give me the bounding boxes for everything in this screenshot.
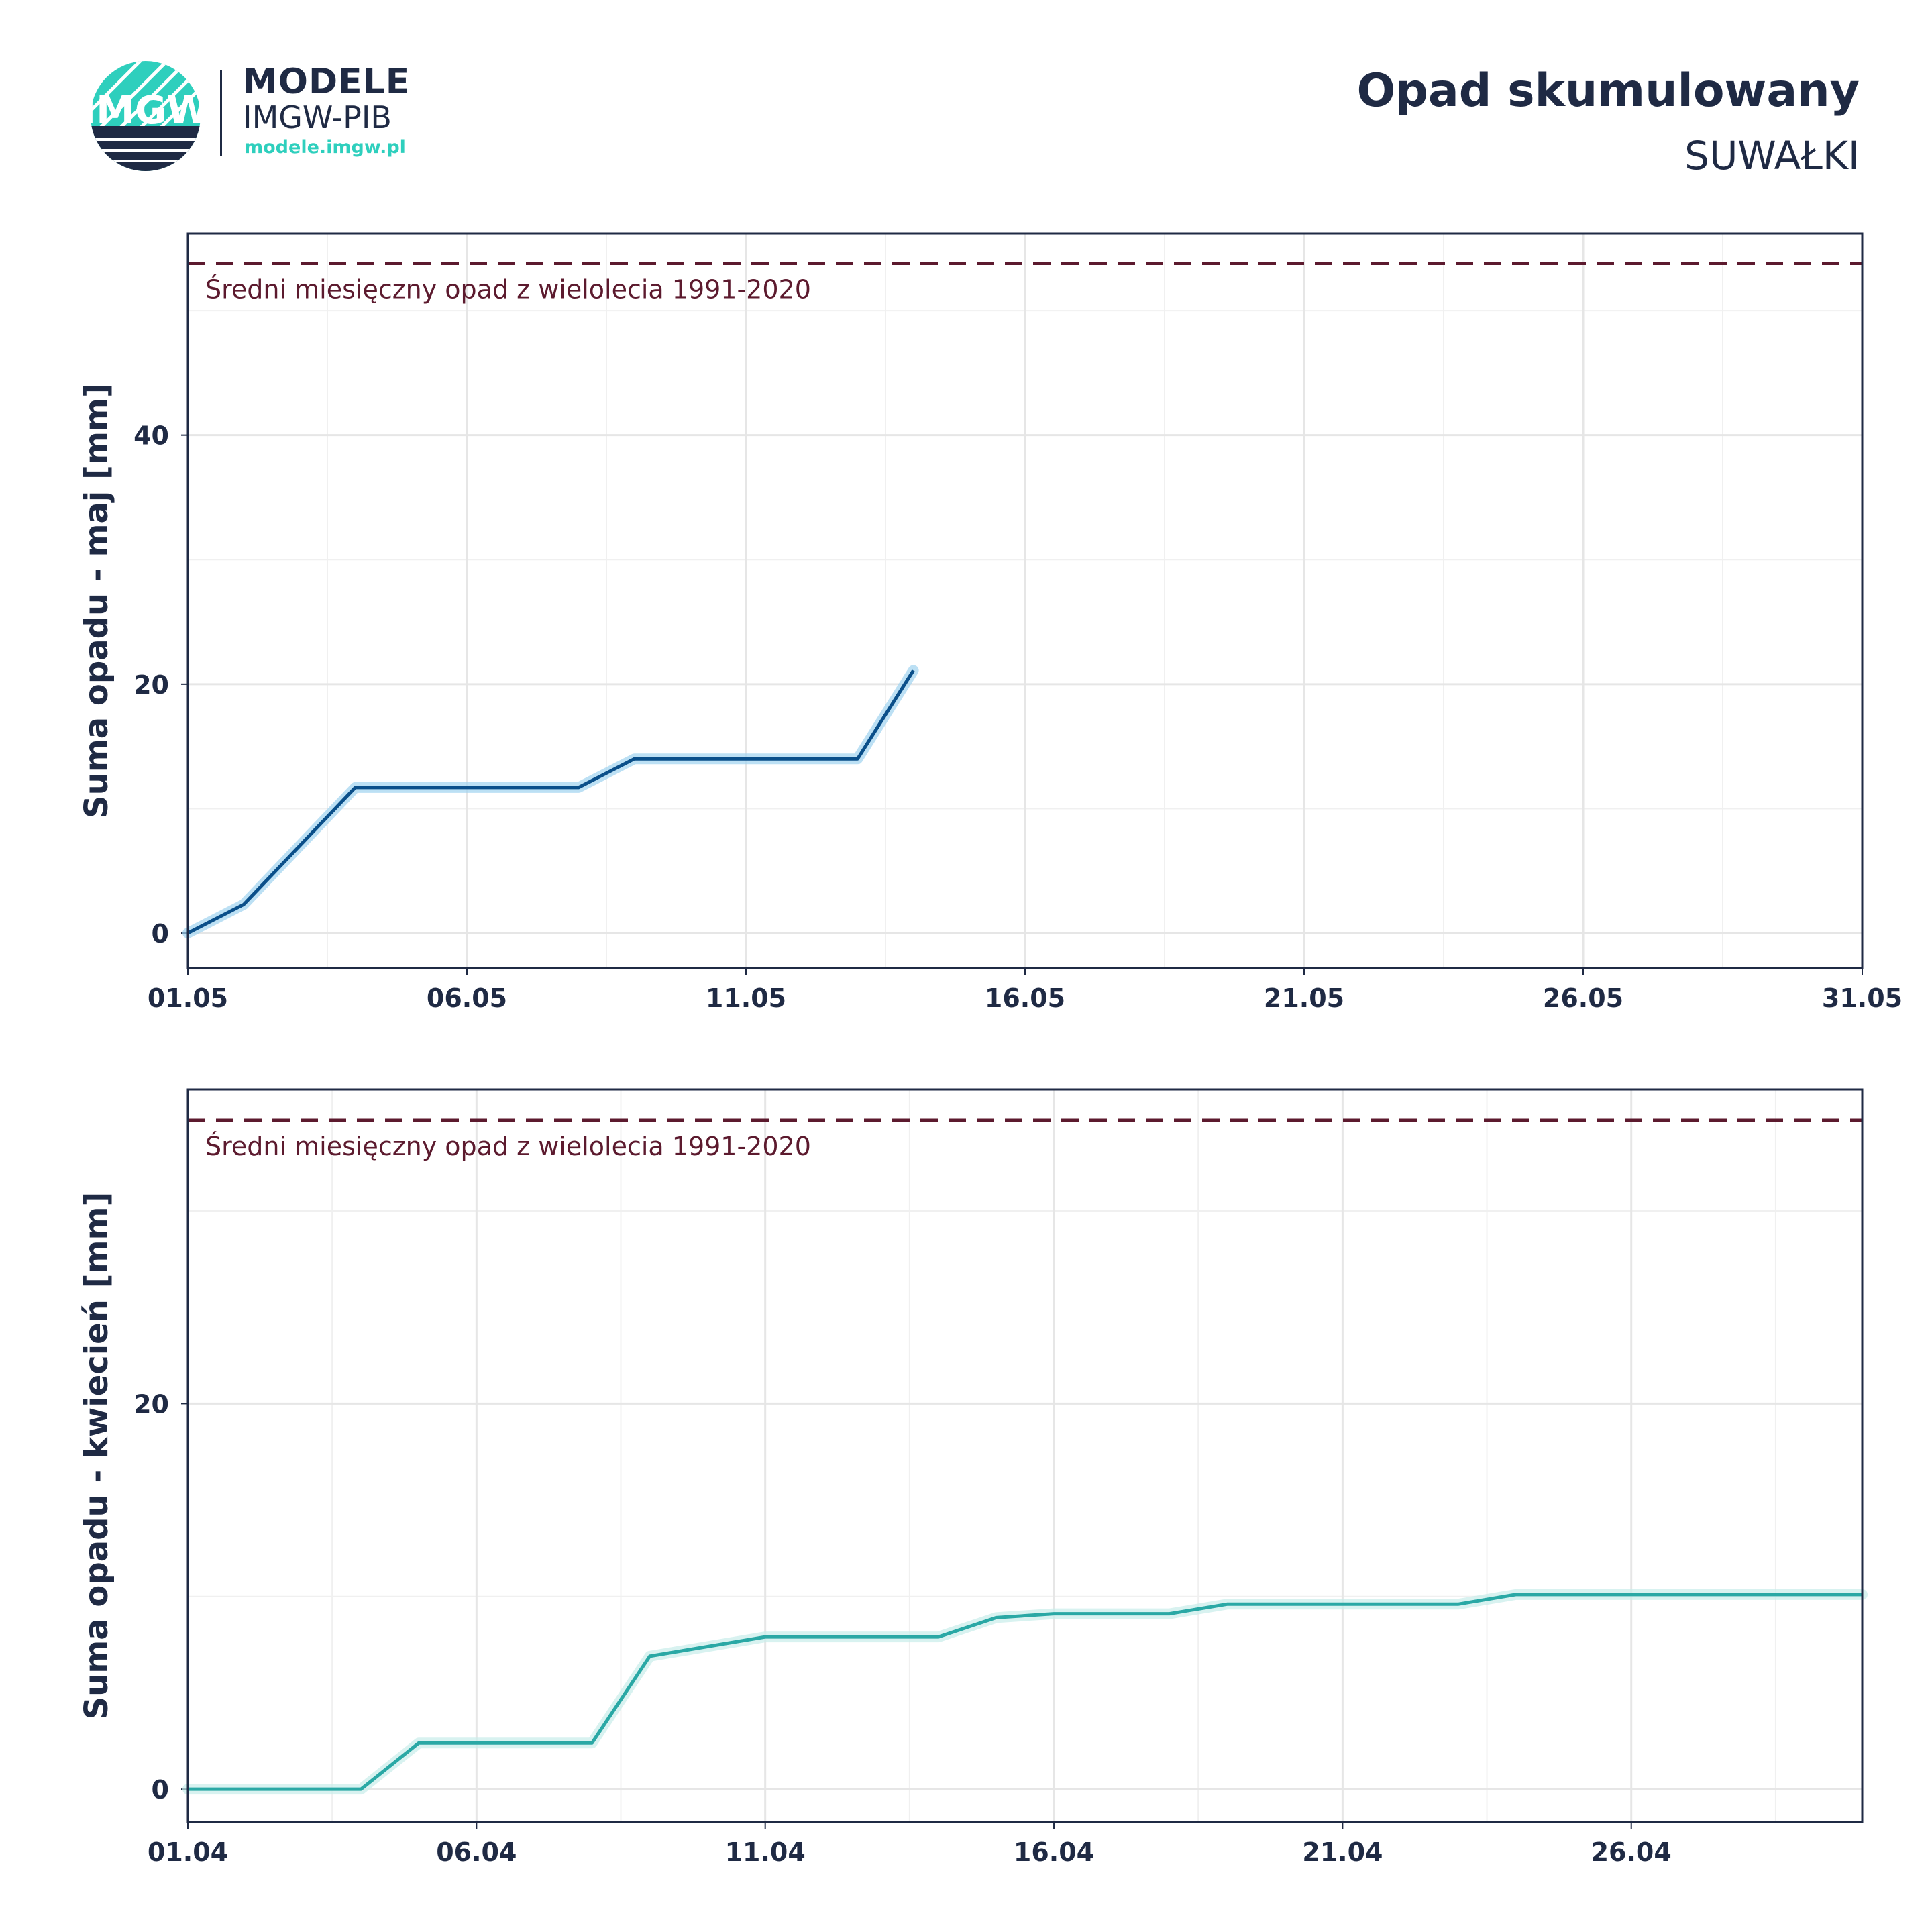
- brand-institute: IMGW-PIB: [243, 99, 392, 136]
- x-tick-label: 16.04: [1014, 1837, 1094, 1867]
- x-tick-label: 16.05: [985, 983, 1065, 1013]
- brand-name: MODELE: [243, 62, 411, 102]
- y-tick-label: 0: [152, 1775, 169, 1805]
- plot-frame: [186, 232, 1864, 969]
- y-tick-label: 20: [133, 1389, 169, 1419]
- chart-may: 01.05 06.05 11.05 16.05 21.05 26.05 31.05 0 20 40…: [78, 232, 1902, 1013]
- x-tick-label: 21.04: [1302, 1837, 1383, 1867]
- y-tick-label: 20: [133, 670, 169, 700]
- chart-april: 01.04 06.04 11.04 16.04 21.04 26.04 0 20 Średni …: [78, 1088, 1868, 1867]
- logo-text: IMGW: [89, 87, 203, 133]
- y-tick-label: 40: [133, 421, 169, 451]
- imgw-logo: IMGW: [89, 61, 203, 171]
- x-tick-label: 21.05: [1264, 983, 1344, 1013]
- y-tick-label: 0: [152, 919, 169, 949]
- header: IMGW MODELE IMGW-PIB modele.imgw.pl Opad…: [0, 0, 1932, 215]
- x-tick-label: 11.04: [725, 1837, 806, 1867]
- x-tick-label: 31.05: [1822, 983, 1902, 1013]
- y-axis-label: Suma opadu - kwiecień [mm]: [78, 1192, 115, 1720]
- y-axis-label: Suma opadu - maj [mm]: [78, 383, 115, 818]
- plot-area: [188, 1089, 1862, 1822]
- brand-url-link[interactable]: modele.imgw.pl: [244, 137, 406, 158]
- plot-frame: [186, 1088, 1864, 1823]
- x-tick-label: 01.04: [148, 1837, 228, 1867]
- x-tick-label: 06.05: [427, 983, 507, 1013]
- x-tick-label: 06.04: [436, 1837, 517, 1867]
- reference-line-label: Średni miesięczny opad z wielolecia 1991…: [205, 1132, 811, 1161]
- x-tick-label: 01.05: [148, 983, 228, 1013]
- page-title: Opad skumulowany: [1356, 64, 1860, 117]
- station-name: SUWAŁKI: [1684, 133, 1860, 178]
- series-line: [188, 1593, 1862, 1791]
- x-tick-label: 11.05: [706, 983, 786, 1013]
- x-tick-label: 26.05: [1543, 983, 1623, 1013]
- logo-divider: [220, 70, 222, 156]
- x-tick-label: 26.04: [1591, 1837, 1672, 1867]
- series-line: [186, 669, 915, 935]
- reference-line-label: Średni miesięczny opad z wielolecia 1991…: [205, 275, 811, 305]
